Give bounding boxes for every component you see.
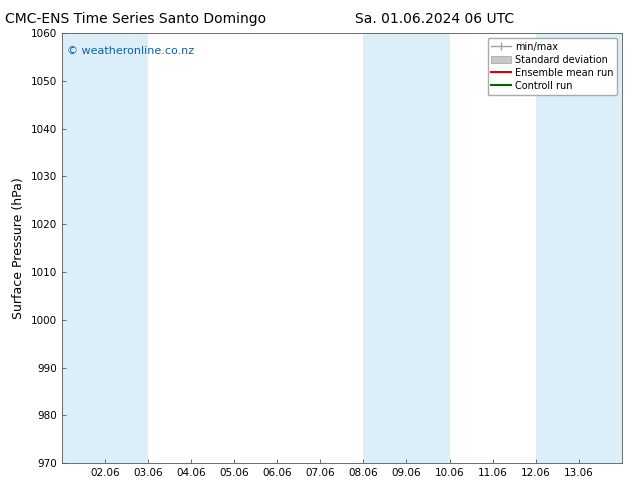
Text: Sa. 01.06.2024 06 UTC: Sa. 01.06.2024 06 UTC: [355, 12, 514, 26]
Bar: [105, 33, 148, 463]
Bar: [406, 33, 450, 463]
Text: CMC-ENS Time Series Santo Domingo: CMC-ENS Time Series Santo Domingo: [5, 12, 266, 26]
Bar: [363, 33, 406, 463]
Bar: [579, 33, 622, 463]
Legend: min/max, Standard deviation, Ensemble mean run, Controll run: min/max, Standard deviation, Ensemble me…: [488, 38, 617, 95]
Text: © weatheronline.co.nz: © weatheronline.co.nz: [67, 46, 195, 56]
Bar: [61, 33, 105, 463]
Y-axis label: Surface Pressure (hPa): Surface Pressure (hPa): [12, 177, 25, 319]
Bar: [536, 33, 579, 463]
